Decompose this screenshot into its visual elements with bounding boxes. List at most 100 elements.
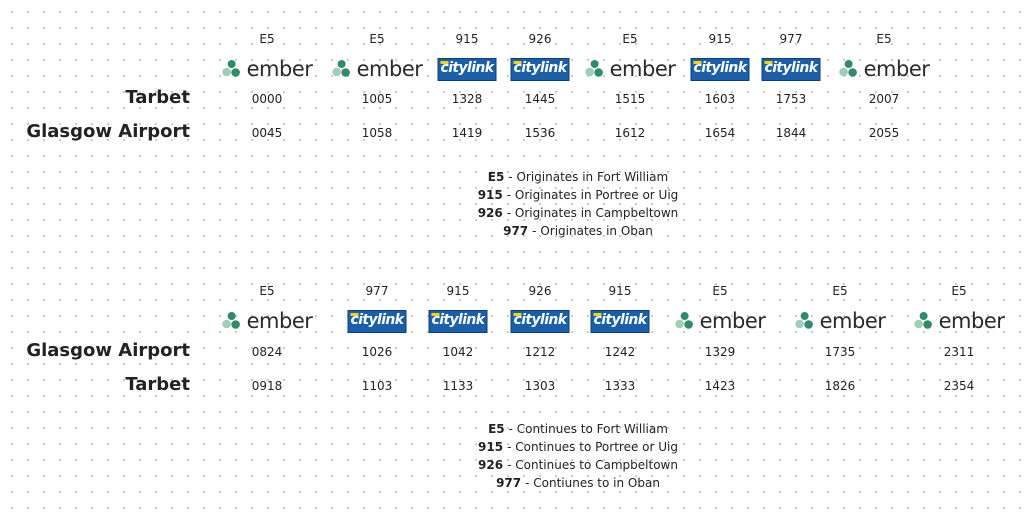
route-note: 977- Contiunes to in Oban xyxy=(378,476,778,490)
note-code: 977 xyxy=(503,224,529,238)
stop-name: Glasgow Airport xyxy=(26,121,190,142)
route-code: 926 xyxy=(528,32,552,46)
operator-name: ember xyxy=(699,309,766,333)
citylink-logo: citylink xyxy=(510,58,570,81)
departure-time: 1133 xyxy=(442,379,474,393)
route-code: 915 xyxy=(446,284,470,298)
departure-time: 1329 xyxy=(704,345,736,359)
note-text: - Continues to Campbeltown xyxy=(507,458,678,472)
route-note: 926- Originates in Campbeltown xyxy=(378,206,778,220)
departure-time: 1603 xyxy=(704,92,736,106)
ember-logo: ember xyxy=(332,57,423,81)
route-note: 977- Originates in Oban xyxy=(378,224,778,238)
route-note: E5- Originates in Fort William xyxy=(378,170,778,184)
route-code: 915 xyxy=(708,32,732,46)
route-code: 977 xyxy=(365,284,389,298)
route-code: 926 xyxy=(528,284,552,298)
citylink-logo: citylink xyxy=(761,58,821,81)
stop-name: Tarbet xyxy=(125,374,190,395)
route-note: 915- Continues to Portree or Uig xyxy=(378,440,778,454)
note-text: - Continues to Portree or Uig xyxy=(507,440,678,454)
route-code: 915 xyxy=(455,32,479,46)
note-code: 915 xyxy=(478,440,504,454)
citylink-logo: citylink xyxy=(437,58,497,81)
departure-time: 1423 xyxy=(704,379,736,393)
ember-logo: ember xyxy=(795,309,886,333)
operator-name: ember xyxy=(356,57,423,81)
route-code: 915 xyxy=(608,284,632,298)
operator-name: ember xyxy=(819,309,886,333)
departure-time: 1753 xyxy=(775,92,807,106)
note-code: 977 xyxy=(496,476,522,490)
departure-time: 1419 xyxy=(451,126,483,140)
stop-name: Tarbet xyxy=(125,87,190,108)
route-code: E5 xyxy=(259,32,275,46)
ember-logo: ember xyxy=(914,309,1005,333)
departure-time: 1042 xyxy=(442,345,474,359)
note-text: - Contiunes to in Oban xyxy=(525,476,660,490)
ember-logo: ember xyxy=(585,57,676,81)
departure-time: 1844 xyxy=(775,126,807,140)
note-text: - Originates in Campbeltown xyxy=(506,206,679,220)
departure-time: 2354 xyxy=(943,379,975,393)
citylink-logo: citylink xyxy=(690,58,750,81)
departure-time: 1328 xyxy=(451,92,483,106)
departure-time: 1103 xyxy=(361,379,393,393)
operator-name: ember xyxy=(609,57,676,81)
departure-time: 1826 xyxy=(824,379,856,393)
departure-time: 0918 xyxy=(251,379,283,393)
ember-logo: ember xyxy=(222,309,313,333)
note-text: - Originates in Portree or Uig xyxy=(506,188,679,202)
ember-logo: ember xyxy=(675,309,766,333)
operator-name: ember xyxy=(246,309,313,333)
departure-time: 0824 xyxy=(251,345,283,359)
citylink-logo: citylink xyxy=(590,310,650,333)
departure-time: 0000 xyxy=(251,92,283,106)
operator-name: ember xyxy=(938,309,1005,333)
departure-time: 1445 xyxy=(524,92,556,106)
operator-name: ember xyxy=(863,57,930,81)
citylink-logo: citylink xyxy=(428,310,488,333)
ember-logo: ember xyxy=(839,57,930,81)
departure-time: 1735 xyxy=(824,345,856,359)
ember-logo: ember xyxy=(222,57,313,81)
route-code: E5 xyxy=(259,284,275,298)
route-code: E5 xyxy=(712,284,728,298)
departure-time: 1026 xyxy=(361,345,393,359)
stop-name: Glasgow Airport xyxy=(26,340,190,361)
note-code: E5 xyxy=(488,422,505,436)
departure-time: 1612 xyxy=(614,126,646,140)
departure-time: 1242 xyxy=(604,345,636,359)
operator-name: ember xyxy=(246,57,313,81)
note-text: - Originates in Fort William xyxy=(508,170,669,184)
route-code: 977 xyxy=(779,32,803,46)
note-text: - Continues to Fort William xyxy=(508,422,668,436)
departure-time: 2311 xyxy=(943,345,975,359)
note-code: 926 xyxy=(478,458,504,472)
route-note: E5- Continues to Fort William xyxy=(378,422,778,436)
route-note: 926- Continues to Campbeltown xyxy=(378,458,778,472)
departure-time: 1536 xyxy=(524,126,556,140)
note-text: - Originates in Oban xyxy=(532,224,653,238)
route-note: 915- Originates in Portree or Uig xyxy=(378,188,778,202)
departure-time: 1303 xyxy=(524,379,556,393)
note-code: 926 xyxy=(477,206,503,220)
citylink-logo: citylink xyxy=(510,310,570,333)
route-code: E5 xyxy=(951,284,967,298)
departure-time: 1515 xyxy=(614,92,646,106)
route-code: E5 xyxy=(876,32,892,46)
route-code: E5 xyxy=(832,284,848,298)
citylink-logo: citylink xyxy=(347,310,407,333)
departure-time: 1333 xyxy=(604,379,636,393)
departure-time: 1654 xyxy=(704,126,736,140)
departure-time: 1058 xyxy=(361,126,393,140)
departure-time: 2007 xyxy=(868,92,900,106)
departure-time: 2055 xyxy=(868,126,900,140)
departure-time: 1212 xyxy=(524,345,556,359)
note-code: 915 xyxy=(477,188,503,202)
route-code: E5 xyxy=(622,32,638,46)
departure-time: 1005 xyxy=(361,92,393,106)
departure-time: 0045 xyxy=(251,126,283,140)
note-code: E5 xyxy=(487,170,505,184)
